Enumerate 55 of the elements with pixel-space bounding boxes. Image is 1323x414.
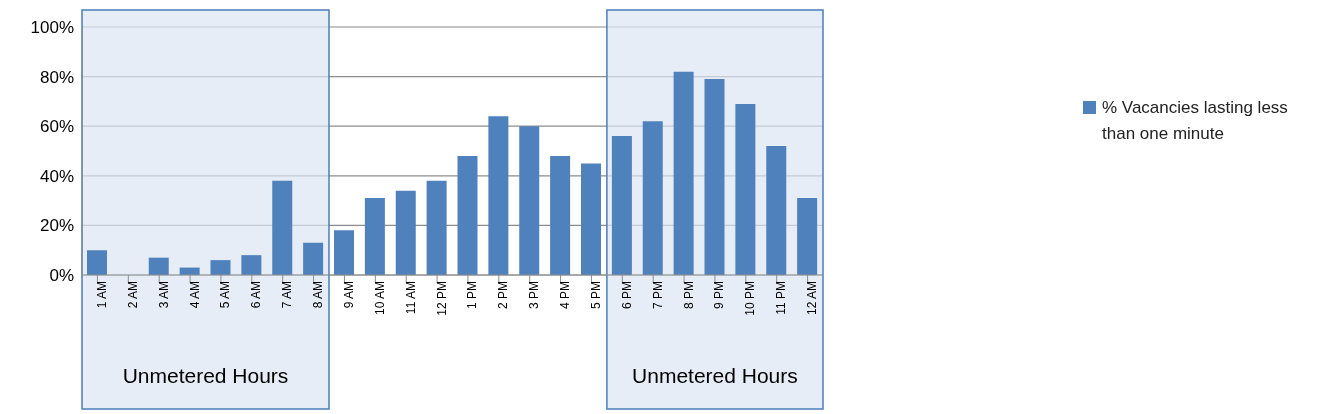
bar bbox=[642, 121, 663, 275]
x-tick-label: 11 PM bbox=[774, 281, 789, 315]
y-tick-label: 40% bbox=[39, 166, 74, 186]
x-tick-label: 12 PM bbox=[434, 281, 449, 316]
band-label: Unmetered Hours bbox=[122, 364, 289, 387]
x-tick-label: 4 PM bbox=[558, 281, 573, 310]
x-tick-label: 10 AM bbox=[372, 281, 387, 316]
x-tick-label: 1 AM bbox=[94, 281, 109, 309]
x-tick-label: 6 PM bbox=[619, 281, 634, 310]
x-tick-label: 9 PM bbox=[712, 281, 727, 310]
bar bbox=[364, 198, 385, 275]
bar bbox=[611, 136, 632, 275]
x-tick-label: 11 AM bbox=[403, 281, 418, 315]
x-tick-label: 3 AM bbox=[156, 281, 171, 309]
x-tick-label: 10 PM bbox=[743, 281, 758, 316]
x-tick-label: 5 AM bbox=[218, 281, 233, 309]
bar bbox=[766, 146, 787, 275]
bar bbox=[303, 242, 324, 275]
bar bbox=[704, 79, 725, 275]
bar bbox=[87, 250, 107, 275]
y-tick-label: 0% bbox=[49, 266, 74, 286]
x-tick-label: 4 AM bbox=[187, 281, 202, 309]
bar bbox=[457, 155, 478, 275]
x-tick-label: 8 PM bbox=[681, 281, 696, 310]
bar bbox=[519, 126, 540, 275]
x-tick-label: 5 PM bbox=[588, 281, 603, 310]
bar bbox=[673, 71, 694, 275]
bar bbox=[395, 190, 416, 275]
bar bbox=[550, 155, 571, 275]
y-tick-label: 20% bbox=[39, 216, 74, 236]
bar bbox=[735, 103, 756, 275]
y-tick-label: 60% bbox=[39, 117, 74, 137]
bar bbox=[272, 180, 293, 275]
x-tick-label: 7 AM bbox=[280, 281, 295, 309]
bar bbox=[210, 260, 231, 275]
bar bbox=[148, 257, 169, 275]
x-tick-label: 2 AM bbox=[125, 281, 140, 309]
y-tick-label: 100% bbox=[30, 18, 74, 38]
bar bbox=[334, 230, 354, 275]
x-tick-label: 7 PM bbox=[650, 281, 665, 310]
x-tick-label: 3 PM bbox=[527, 281, 542, 310]
x-tick-label: 2 PM bbox=[496, 281, 511, 310]
band-label: Unmetered Hours bbox=[632, 364, 798, 387]
bar bbox=[797, 198, 818, 275]
legend-label: % Vacancies lasting less than one minute bbox=[1102, 97, 1289, 145]
bar bbox=[426, 180, 447, 275]
x-tick-label: 6 AM bbox=[249, 281, 264, 309]
x-tick-label: 1 PM bbox=[465, 281, 480, 310]
bar bbox=[581, 163, 601, 275]
x-tick-label: 8 AM bbox=[311, 281, 326, 309]
bar bbox=[241, 255, 262, 275]
x-tick-label: 12 AM bbox=[805, 281, 820, 316]
y-tick-label: 80% bbox=[39, 67, 74, 87]
bar bbox=[488, 116, 509, 275]
x-tick-label: 9 AM bbox=[341, 281, 356, 309]
